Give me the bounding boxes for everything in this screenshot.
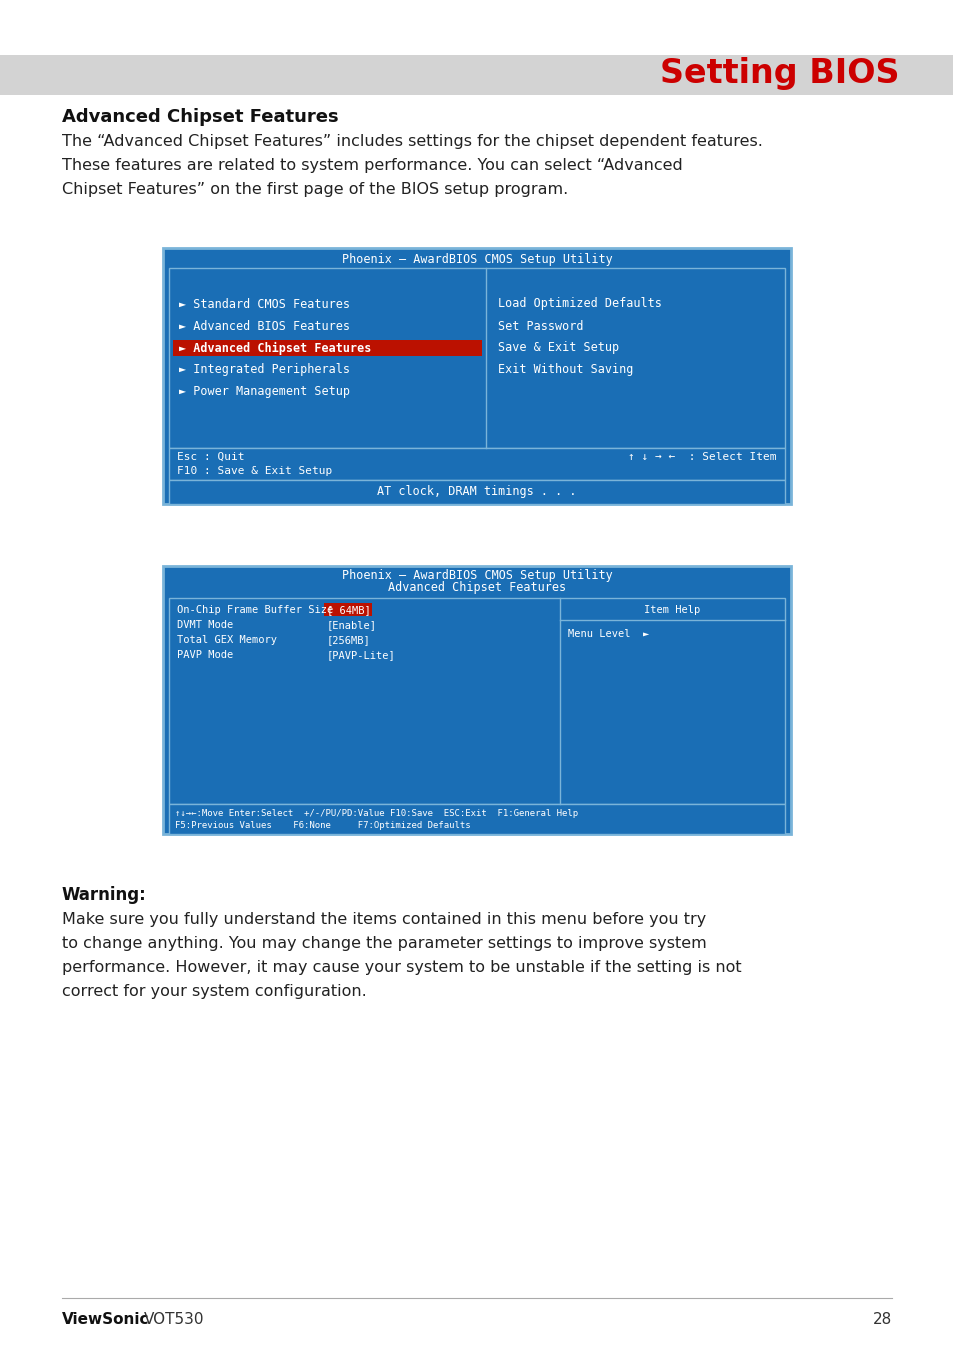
Text: Phoenix – AwardBIOS CMOS Setup Utility: Phoenix – AwardBIOS CMOS Setup Utility — [341, 570, 612, 582]
Text: correct for your system configuration.: correct for your system configuration. — [62, 984, 366, 999]
Text: PAVP Mode: PAVP Mode — [177, 649, 233, 660]
Bar — [169, 448, 784, 481]
Bar — [0, 55, 953, 94]
Text: [Enable]: [Enable] — [327, 620, 376, 630]
Text: Load Optimized Defaults: Load Optimized Defaults — [497, 297, 661, 310]
Text: On-Chip Frame Buffer Size: On-Chip Frame Buffer Size — [177, 605, 333, 616]
Bar — [169, 269, 784, 448]
Text: [PAVP-Lite]: [PAVP-Lite] — [327, 649, 395, 660]
Text: VOT530: VOT530 — [144, 1312, 204, 1327]
Text: ► Standard CMOS Features: ► Standard CMOS Features — [179, 297, 350, 310]
Text: Menu Level  ►: Menu Level ► — [568, 629, 649, 639]
Bar — [169, 481, 784, 504]
Text: ► Advanced BIOS Features: ► Advanced BIOS Features — [179, 320, 350, 332]
Text: Esc : Quit: Esc : Quit — [177, 452, 244, 462]
Text: Exit Without Saving: Exit Without Saving — [497, 363, 633, 377]
Text: ViewSonic: ViewSonic — [62, 1312, 150, 1327]
Text: These features are related to system performance. You can select “Advanced: These features are related to system per… — [62, 158, 682, 173]
Text: Total GEX Memory: Total GEX Memory — [177, 634, 276, 645]
Bar — [172, 340, 481, 356]
Text: 28: 28 — [872, 1312, 891, 1327]
Text: The “Advanced Chipset Features” includes settings for the chipset dependent feat: The “Advanced Chipset Features” includes… — [62, 134, 762, 148]
Text: Make sure you fully understand the items contained in this menu before you try: Make sure you fully understand the items… — [62, 913, 705, 927]
Text: [256MB]: [256MB] — [327, 634, 371, 645]
Text: Advanced Chipset Features: Advanced Chipset Features — [388, 582, 565, 594]
Text: Chipset Features” on the first page of the BIOS setup program.: Chipset Features” on the first page of t… — [62, 182, 568, 197]
Text: ↑↓→←:Move Enter:Select  +/-/PU/PD:Value F10:Save  ESC:Exit  F1:General Help: ↑↓→←:Move Enter:Select +/-/PU/PD:Value F… — [174, 810, 578, 818]
Text: Save & Exit Setup: Save & Exit Setup — [497, 342, 618, 355]
Text: F10 : Save & Exit Setup: F10 : Save & Exit Setup — [177, 466, 332, 477]
Bar — [163, 248, 790, 504]
Text: ► Advanced Chipset Features: ► Advanced Chipset Features — [179, 342, 371, 355]
Text: Phoenix – AwardBIOS CMOS Setup Utility: Phoenix – AwardBIOS CMOS Setup Utility — [341, 254, 612, 266]
Text: ► Power Management Setup: ► Power Management Setup — [179, 386, 350, 398]
Text: Advanced Chipset Features: Advanced Chipset Features — [62, 108, 338, 126]
Text: ► Integrated Peripherals: ► Integrated Peripherals — [179, 363, 350, 377]
Bar — [324, 603, 372, 616]
Text: Setting BIOS: Setting BIOS — [659, 57, 899, 90]
Bar — [169, 805, 784, 834]
Text: Set Password: Set Password — [497, 320, 583, 332]
Text: Warning:: Warning: — [62, 886, 147, 904]
Bar — [169, 598, 784, 805]
Text: AT clock, DRAM timings . . .: AT clock, DRAM timings . . . — [376, 486, 577, 498]
Text: to change anything. You may change the parameter settings to improve system: to change anything. You may change the p… — [62, 936, 706, 950]
Text: F5:Previous Values    F6:None     F7:Optimized Defaults: F5:Previous Values F6:None F7:Optimized … — [174, 822, 470, 830]
Text: [ 64MB]: [ 64MB] — [327, 605, 371, 616]
Bar — [163, 566, 790, 834]
Text: Item Help: Item Help — [644, 605, 700, 616]
Text: performance. However, it may cause your system to be unstable if the setting is : performance. However, it may cause your … — [62, 960, 740, 975]
Text: ↑ ↓ → ←  : Select Item: ↑ ↓ → ← : Select Item — [628, 452, 776, 462]
Text: DVMT Mode: DVMT Mode — [177, 620, 233, 630]
